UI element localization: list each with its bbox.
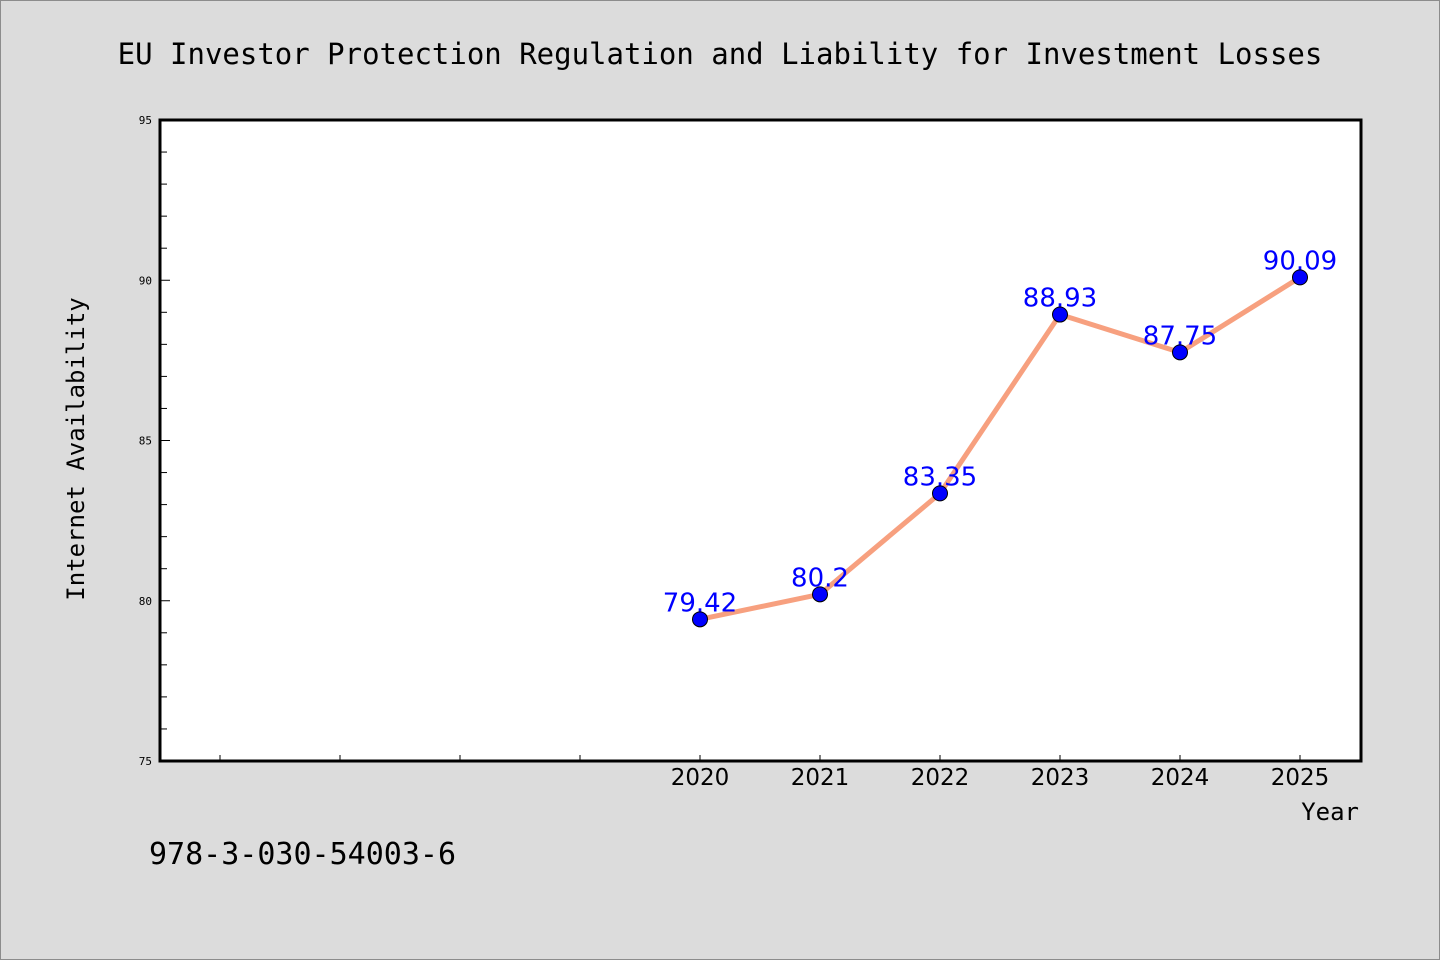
data-point: [692, 611, 708, 628]
x-tick-label: 2021: [791, 765, 850, 791]
data-label: 83.35: [903, 462, 977, 492]
x-tick-label: 2020: [671, 765, 730, 791]
data-label: 80.2: [791, 563, 849, 593]
x-tick-label: 2022: [911, 765, 970, 791]
data-point: [932, 485, 948, 502]
data-label: 87.75: [1143, 321, 1217, 351]
y-axis-title: Internet Availability: [62, 297, 90, 600]
y-tick-label: 80: [139, 595, 152, 608]
y-tick-label: 75: [139, 755, 152, 768]
series-line: [697, 274, 1303, 622]
x-tick-label: 2023: [1031, 765, 1090, 791]
data-point: [812, 586, 828, 603]
x-axis-title: Year: [1301, 798, 1359, 826]
data-label: 90.09: [1263, 246, 1337, 276]
chart-title: EU Investor Protection Regulation and Li…: [118, 37, 1323, 71]
data-label: 88.93: [1023, 284, 1097, 314]
y-tick-label: 90: [139, 274, 152, 287]
y-axis-ticks: 75 80 85 90 95: [139, 114, 170, 768]
x-tick-label: 2024: [1151, 765, 1210, 791]
data-label: 79.42: [663, 588, 737, 618]
data-point: [1292, 269, 1308, 286]
isbn-annotation: 978-3-030-54003-6: [149, 837, 456, 872]
data-point: [1172, 344, 1188, 361]
x-axis-ticks: 2020 2021 2022 2023 2024 2025: [219, 755, 1330, 791]
y-tick-label: 95: [139, 114, 152, 127]
y-tick-label: 85: [139, 435, 152, 448]
series-group: 79.42 80.2 83.35 88.93 87.75 90.09: [663, 246, 1337, 628]
plot-area: [158, 118, 1363, 763]
data-point: [1052, 306, 1068, 323]
x-tick-label: 2025: [1271, 765, 1330, 791]
